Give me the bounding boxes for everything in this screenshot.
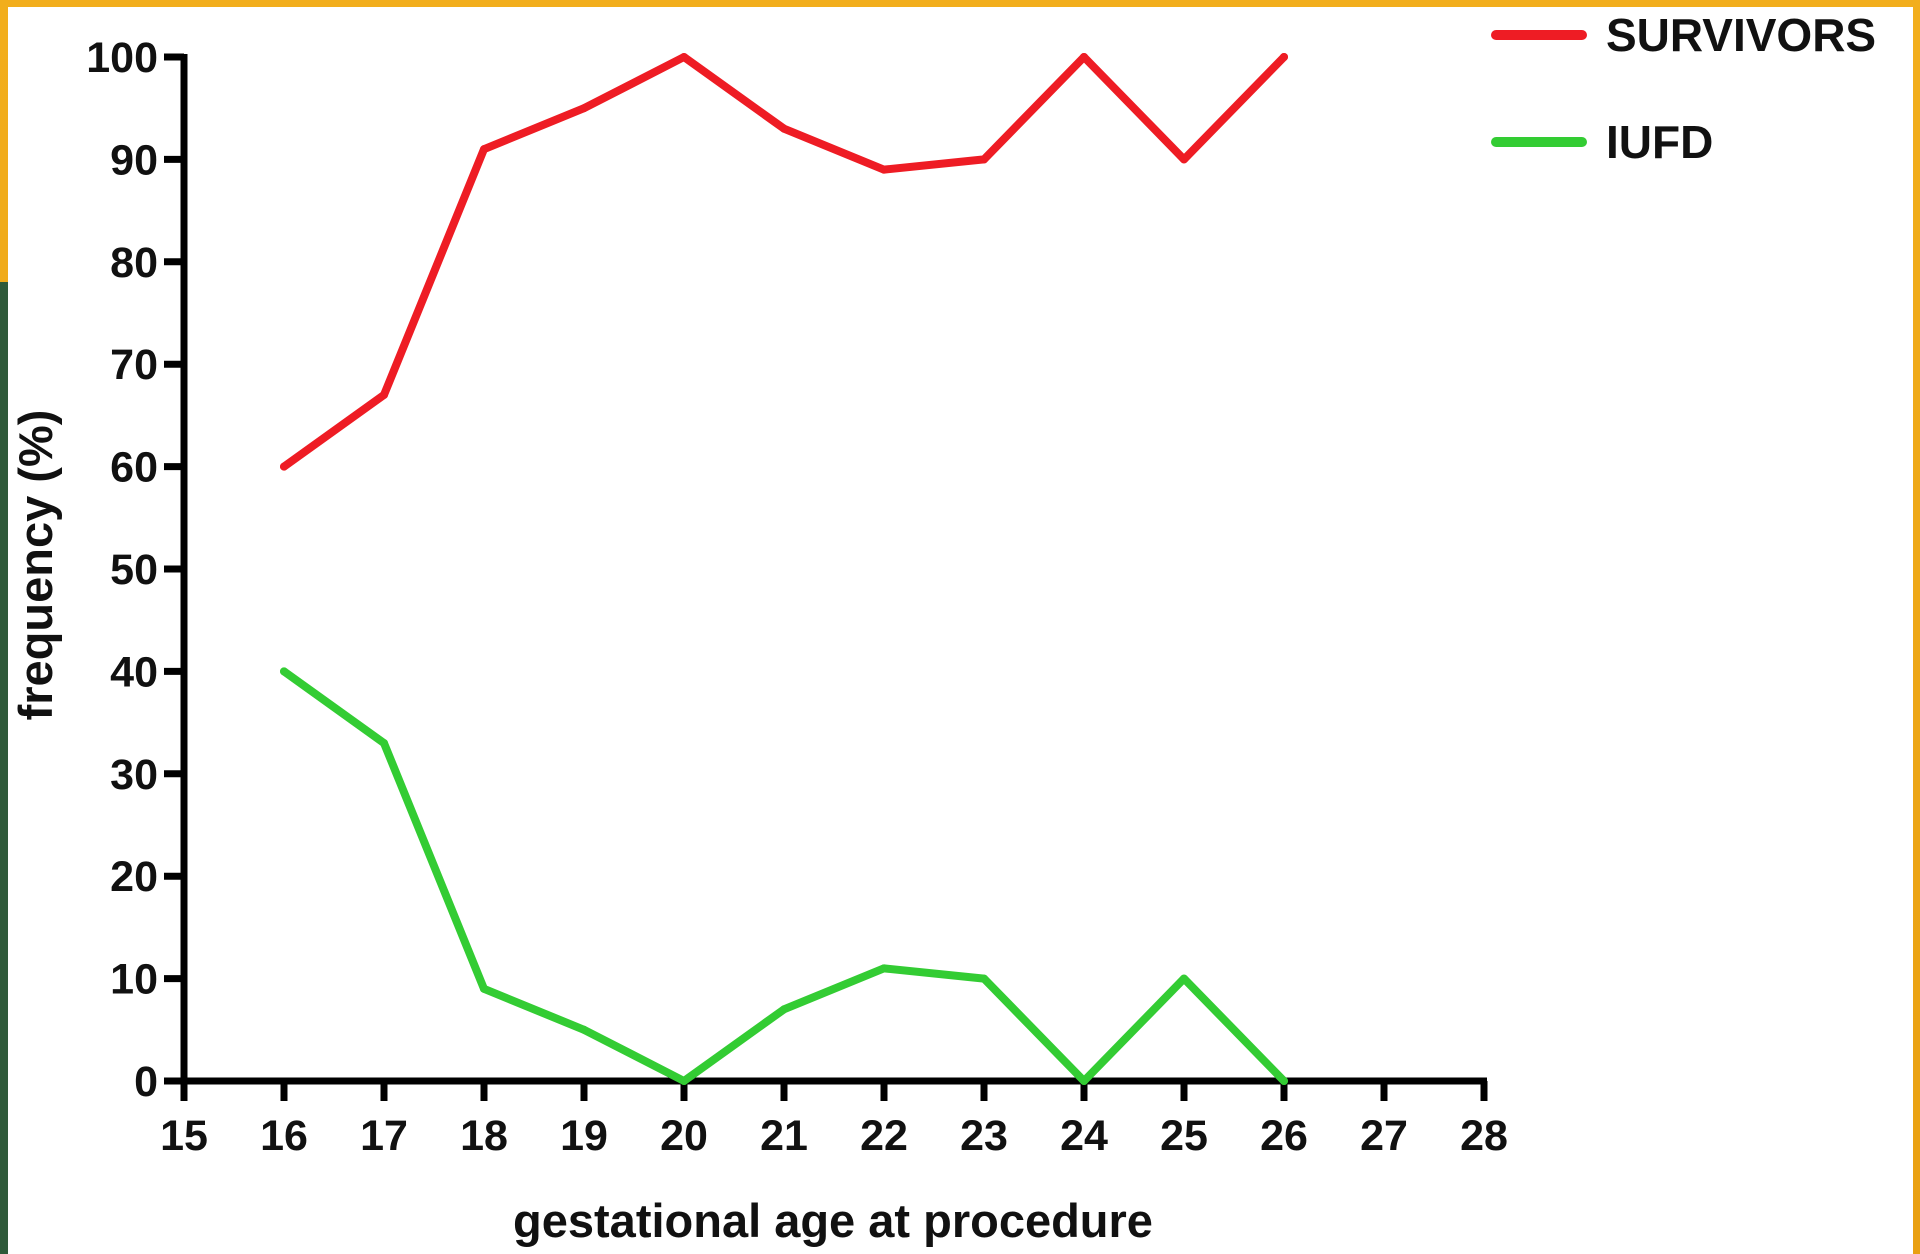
series-line-survivors [284,57,1284,467]
y-axis-ticks: 0 10 20 30 40 50 60 70 80 90 100 [86,34,184,1106]
data-point [480,145,488,153]
data-point [280,667,288,675]
data-point [380,739,388,747]
y-tick-label: 50 [110,546,158,594]
y-tick-label: 10 [110,956,158,1004]
data-point [780,1005,788,1013]
series-layer [280,53,1288,1085]
x-tick-label: 28 [1460,1112,1508,1160]
x-tick-label: 19 [560,1112,608,1160]
y-tick-label: 60 [110,444,158,492]
series-line-iufd [284,671,1284,1081]
x-tick-label: 20 [660,1112,708,1160]
data-point [1080,53,1088,61]
data-point [980,155,988,163]
data-point [1080,1077,1088,1085]
x-tick-label: 21 [760,1112,808,1160]
data-point [480,985,488,993]
data-point [580,104,588,112]
data-point [880,964,888,972]
x-tick-label: 23 [960,1112,1008,1160]
x-tick-label: 17 [360,1112,408,1160]
y-tick-label: 90 [110,136,158,184]
legend: SURVIVORS IUFD [1496,9,1876,168]
x-tick-label: 15 [160,1112,208,1160]
y-tick-label: 80 [110,239,158,287]
x-tick-label: 18 [460,1112,508,1160]
y-tick-label: 0 [134,1058,158,1106]
x-tick-label: 24 [1060,1112,1108,1160]
x-axis-title: gestational age at procedure [513,1194,1153,1247]
data-point [1180,975,1188,983]
x-tick-label: 27 [1360,1112,1408,1160]
y-tick-label: 40 [110,648,158,696]
data-point [1180,155,1188,163]
data-point [680,1077,688,1085]
data-point [780,125,788,133]
data-point [880,166,888,174]
x-tick-label: 22 [860,1112,908,1160]
x-tick-label: 16 [260,1112,308,1160]
data-point [380,391,388,399]
x-axis-ticks: 15 16 17 18 19 20 21 22 23 24 25 26 27 28 [160,1081,1508,1160]
x-tick-label: 26 [1260,1112,1308,1160]
y-axis-title: frequency (%) [9,410,62,721]
data-point [680,53,688,61]
y-tick-label: 30 [110,751,158,799]
y-tick-label: 70 [110,341,158,389]
data-point [580,1026,588,1034]
data-point [1280,1077,1288,1085]
legend-label-iufd: IUFD [1606,116,1713,168]
data-point [1280,53,1288,61]
y-tick-label: 20 [110,853,158,901]
y-tick-label: 100 [86,34,158,82]
legend-label-survivors: SURVIVORS [1606,9,1876,61]
data-point [280,463,288,471]
x-tick-label: 25 [1160,1112,1208,1160]
data-point [980,975,988,983]
